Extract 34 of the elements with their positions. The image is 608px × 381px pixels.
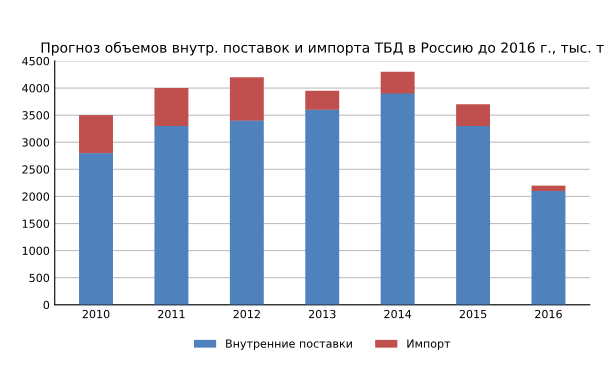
y-tick-label: 4500 — [22, 56, 50, 66]
x-tick-label: 2015 — [460, 310, 486, 318]
bar — [230, 120, 264, 305]
bar — [230, 77, 264, 121]
bar — [79, 115, 113, 154]
y-tick-label: 1500 — [22, 219, 50, 228]
legend-label: Импорт — [407, 340, 450, 350]
bar — [380, 72, 415, 94]
bar — [154, 88, 188, 126]
y-tick-label: 1000 — [22, 246, 50, 255]
legend-label: Внутренние поставки — [226, 340, 352, 350]
bar — [305, 90, 340, 110]
x-tick-label: 2016 — [535, 310, 562, 318]
y-tick-label: 3000 — [22, 138, 50, 147]
y-tick-label: 4000 — [22, 84, 50, 92]
bar — [456, 126, 490, 305]
bar — [380, 93, 415, 305]
bar — [305, 110, 340, 305]
x-tick-label: 2013 — [308, 310, 336, 318]
y-tick-label: 3500 — [22, 111, 50, 120]
y-tick-label: 2000 — [22, 192, 50, 201]
bar — [79, 153, 113, 305]
y-tick-label: 0 — [44, 300, 50, 310]
chart-title: Прогноз объемов внутр. поставок и импорта ТБД в Россию до 2016 г., тыс. т — [42, 42, 604, 56]
bar — [532, 191, 566, 305]
bar — [532, 186, 566, 192]
y-tick-label: 500 — [30, 274, 50, 282]
bar — [456, 104, 490, 126]
x-tick-label: 2012 — [234, 310, 260, 318]
bar — [154, 126, 188, 305]
x-tick-label: 2010 — [82, 310, 110, 318]
x-tick-label: 2014 — [384, 310, 412, 318]
y-tick-label: 2500 — [22, 165, 50, 174]
x-tick-label: 2011 — [158, 310, 185, 318]
